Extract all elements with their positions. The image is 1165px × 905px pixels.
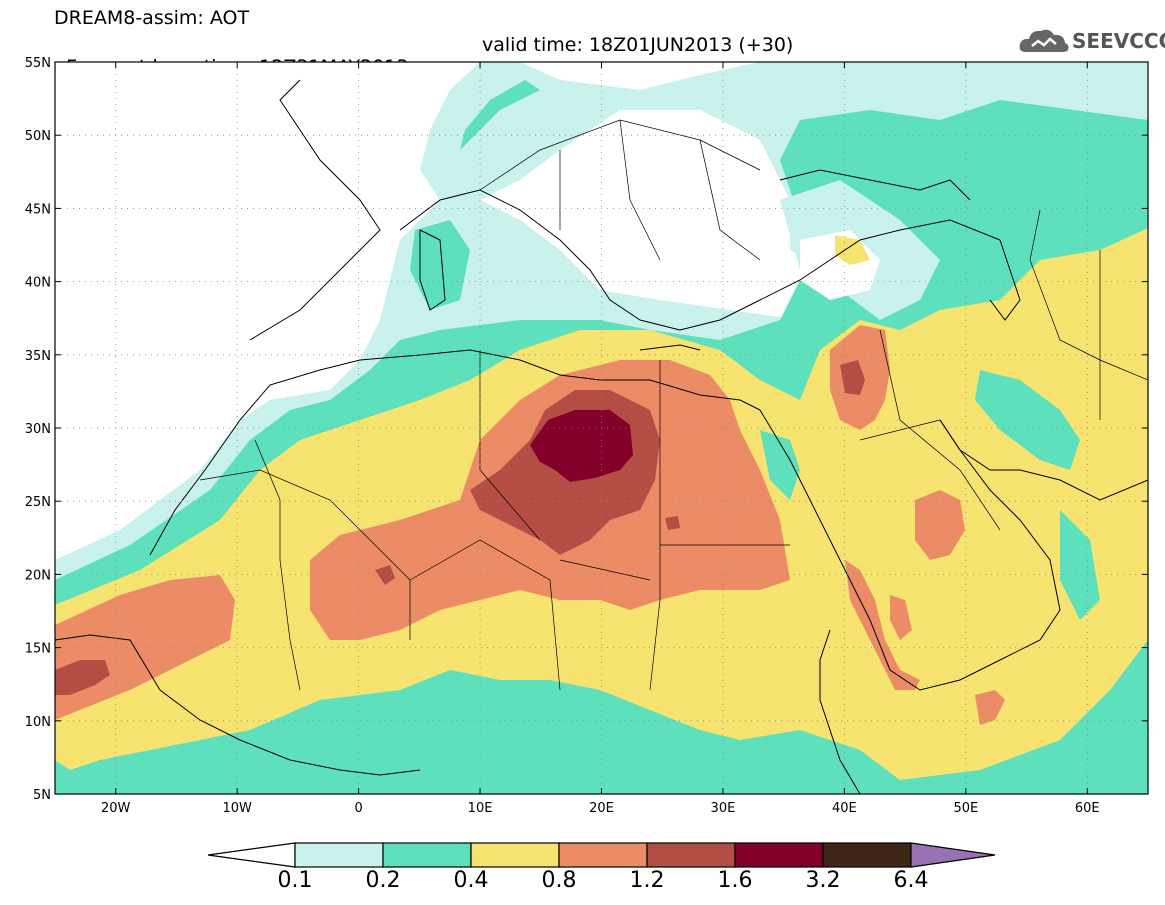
- lon-tick-label: 60E: [1075, 801, 1100, 816]
- colorbar-swatch: [822, 842, 912, 868]
- colorbar-swatch: [470, 842, 560, 868]
- lon-tick-label: 0: [354, 801, 362, 816]
- graticule: [55, 62, 1148, 794]
- colorbar-label: 6.4: [893, 868, 929, 893]
- lat-tick-label: 45N: [25, 202, 51, 217]
- coastlines: [55, 79, 1148, 794]
- cloud-icon: [1019, 29, 1069, 52]
- lat-tick-label: 5N: [33, 788, 51, 803]
- lon-tick-label: 30E: [711, 801, 736, 816]
- colorbar-label: 1.2: [629, 868, 665, 893]
- lat-tick-label: 50N: [25, 129, 51, 144]
- colorbar-swatch: [646, 842, 736, 868]
- colorbar-label: 0.2: [365, 868, 401, 893]
- colorbar-label: 1.6: [717, 868, 753, 893]
- colorbar-over-arrow: [910, 842, 996, 868]
- colorbar-label: 0.1: [277, 868, 313, 893]
- lat-tick-label: 40N: [25, 276, 51, 291]
- lat-tick-label: 55N: [25, 56, 51, 71]
- colorbar-label: 0.4: [453, 868, 489, 893]
- colorbar-under-arrow: [207, 842, 296, 868]
- axis-labels: 20W 10W 0 10E 20E 30E 40E 50E 60E 55N 50N 45N 40N 35N…: [25, 56, 1100, 816]
- colorbar-swatch: [558, 842, 648, 868]
- logo-text: SEEVCCC: [1072, 29, 1165, 53]
- lat-tick-label: 15N: [25, 642, 51, 657]
- colorbar-swatch: [294, 842, 384, 868]
- axis-ticks: [55, 61, 1148, 795]
- lon-tick-label: 40E: [832, 801, 857, 816]
- colorbar-swatch: [734, 842, 824, 868]
- map-title: DREAM8-assim: AOT: [54, 7, 250, 29]
- lat-tick-label: 25N: [25, 495, 51, 510]
- lat-tick-label: 20N: [25, 568, 51, 583]
- colorbar-label: 3.2: [805, 868, 841, 893]
- lon-tick-label: 50E: [953, 801, 978, 816]
- lon-tick-label: 20W: [101, 801, 131, 816]
- valid-time: valid time: 18Z01JUN2013 (+30): [482, 34, 794, 56]
- colorbar-label: 0.8: [541, 868, 577, 893]
- lon-tick-label: 10E: [468, 801, 493, 816]
- lat-tick-label: 35N: [25, 349, 51, 364]
- lon-tick-label: 20E: [589, 801, 614, 816]
- colorbar: [207, 842, 996, 868]
- colorbar-swatch: [382, 842, 472, 868]
- lon-tick-label: 10W: [222, 801, 252, 816]
- lat-tick-label: 30N: [25, 422, 51, 437]
- borders: [199, 119, 1148, 691]
- seevccc-logo: SEEVCCC: [1018, 24, 1165, 56]
- lat-tick-label: 10N: [25, 715, 51, 730]
